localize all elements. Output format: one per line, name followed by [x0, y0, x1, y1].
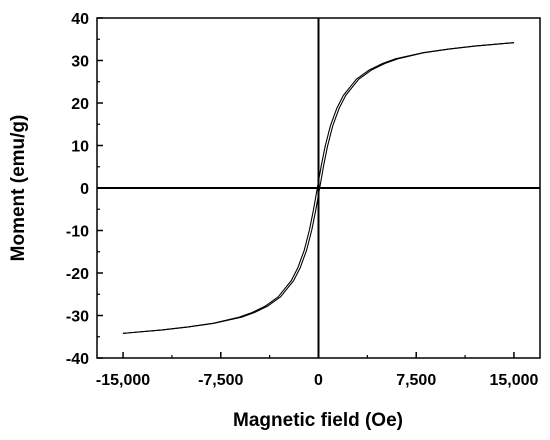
- x-tick-labels: -15,000 -7,500 0 7,500 15,000: [96, 372, 539, 389]
- y-tick-label: -10: [66, 224, 89, 241]
- hysteresis-curves: [123, 42, 514, 334]
- curve-descending-branch: [123, 42, 514, 334]
- x-tick-label: -15,000: [96, 372, 150, 389]
- y-tick-labels: -40 -30 -20 -10 0 10 20 30 40: [66, 11, 89, 368]
- zero-lines: [97, 18, 540, 358]
- y-tick-label: -40: [66, 351, 89, 368]
- curve-ascending-branch: [123, 42, 514, 334]
- axis-ticks: [97, 17, 515, 359]
- y-tick-label: 20: [71, 96, 89, 113]
- y-tick-label: 10: [71, 139, 89, 156]
- x-axis-title: Magnetic field (Oe): [233, 410, 403, 431]
- y-tick-label: 0: [80, 181, 89, 198]
- x-tick-label: 15,000: [489, 372, 538, 389]
- x-tick-label: -7,500: [198, 372, 243, 389]
- x-tick-label: 0: [314, 372, 323, 389]
- y-tick-label: 30: [71, 54, 89, 71]
- y-axis-title: Moment (emu/g): [8, 115, 29, 262]
- y-tick-label: -20: [66, 266, 89, 283]
- y-tick-label: 40: [71, 11, 89, 28]
- y-tick-label: -30: [66, 309, 89, 326]
- x-tick-label: 7,500: [396, 372, 436, 389]
